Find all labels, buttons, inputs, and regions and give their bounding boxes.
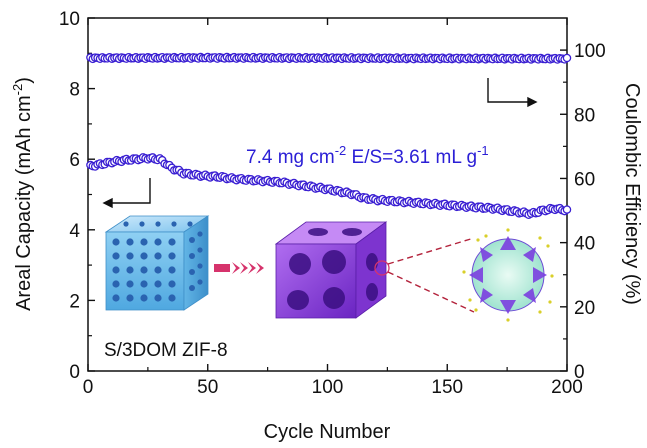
loading-annotation: 7.4 mg cm-2 E/S=3.61 mL g-1 [246,143,489,168]
y-right-tick-label: 80 [574,105,595,126]
y-right-tick-label: 0 [574,362,585,383]
efficiency-series [86,52,572,64]
x-tick-label: 50 [197,377,218,398]
loading-sup: -2 [335,143,347,158]
axis-ticks [87,17,568,372]
x-tick-label: 100 [312,377,344,398]
y-left-label-sup: -2 [10,84,25,96]
y-right-tick-label: 20 [574,298,595,319]
es-ratio-sup: -1 [477,143,489,158]
data-point [562,53,572,63]
left-axis-indicator-arrow [102,178,151,209]
right-axis-indicator-arrow [487,78,538,108]
y-right-tick-label: 40 [574,234,595,255]
es-ratio-text: E/S=3.61 mL g [346,147,477,168]
y-left-tick-label: 10 [59,9,80,30]
x-axis-label: Cycle Number [264,421,391,443]
y-right-axis-label: Coulombic Efficiency (%) [621,83,643,305]
capacity-series [86,153,572,220]
zif-cluster-icon [462,228,554,322]
data-markers [86,52,572,220]
y-left-axis-label: Areal Capacity (mAh cm-2) [10,77,35,311]
y-right-tick-label: 60 [574,169,595,190]
y-left-tick-label: 4 [69,221,80,242]
x-tick-label: 150 [431,377,463,398]
y-left-tick-label: 2 [69,291,80,312]
data-point [562,205,572,214]
loading-text: 7.4 mg cm [246,147,335,168]
arrow-icon [214,262,264,274]
y-left-label-end: ) [13,77,35,84]
porous-block-icon [274,221,475,319]
sample-label: S/3DOM ZIF-8 [104,340,228,361]
x-tick-label: 200 [551,377,583,398]
y-left-tick-label: 6 [69,150,80,171]
x-tick-label: 0 [83,377,94,398]
3dom-cube-icon [104,215,210,311]
y-left-label-main: Areal Capacity (mAh cm [13,95,35,311]
y-left-tick-label: 8 [69,80,80,101]
y-right-tick-label: 100 [574,41,606,62]
y-left-tick-label: 0 [69,362,80,383]
